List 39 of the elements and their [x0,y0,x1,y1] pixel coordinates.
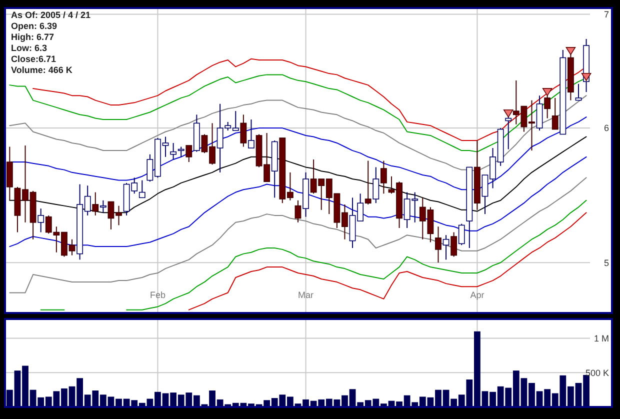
candlestick [240,114,247,148]
candlestick [92,192,99,216]
candlestick [435,226,442,264]
annotation: High: 6.77 [11,32,54,42]
y-tick-label: 6 [604,123,609,134]
candlestick [380,160,387,194]
annotation: Low: 6.3 [11,43,48,53]
y-tick-label: 5 [604,258,609,268]
candlestick [248,119,254,149]
candlestick [170,142,177,160]
line-series [188,212,587,310]
candlestick [294,200,302,223]
candlestick [364,160,372,205]
x-tick-label: Feb [150,290,166,300]
candlestick [372,166,380,204]
y-tick-label: 500 K [585,368,609,378]
point [542,88,552,96]
candlestick [100,200,106,214]
point [581,72,592,81]
candlestick [458,223,465,246]
annotation: Volume: 466 K [11,65,73,75]
y-tick-label: 1 M [594,333,609,344]
candlestick [450,232,458,258]
point [503,109,514,118]
candlestick [552,97,558,130]
candlestick [442,234,450,260]
candlestick [38,208,44,233]
x-tick-label: Mar [298,290,314,300]
x-tick-label: Apr [470,290,484,300]
candlestick [186,144,192,163]
point [566,47,576,56]
y-tick-label: 7 [604,9,609,20]
candlestick [575,83,582,101]
annotation: As Of: 2005 / 4 / 21 [11,10,91,20]
candlestick [138,180,146,198]
annotation: Close:6.71 [11,54,56,64]
candlestick [178,146,184,158]
line-series [9,177,587,294]
annotation: Open: 6.39 [11,21,58,31]
